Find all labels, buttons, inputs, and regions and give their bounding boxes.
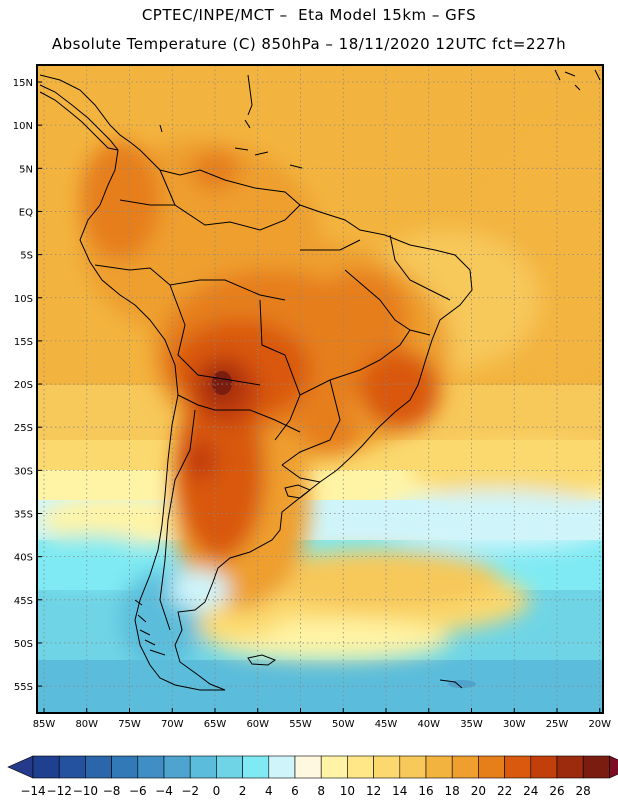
lon-tick-label: 85W (33, 719, 56, 730)
lon-tick-label: 50W (332, 719, 355, 730)
colorbar-swatch (530, 755, 558, 779)
lon-tick-label: 60W (246, 719, 269, 730)
colorbar-label: −6 (129, 784, 147, 798)
colorbar-label: −4 (155, 784, 173, 798)
lat-tick-label: 15S (14, 337, 33, 348)
lat-tick-label: 20S (14, 380, 33, 391)
lat-tick-label: 55S (14, 682, 33, 693)
colorbar-swatch (556, 755, 584, 779)
colorbar-label: 16 (418, 784, 433, 798)
colorbar-label: 28 (576, 784, 591, 798)
lon-tick-label: 40W (417, 719, 440, 730)
colorbar: −14 −12 −10 −8 −6 −4 −2 0 2 4 6 8 10 12 14 16 18 20 22 24 26… (7, 755, 618, 798)
lat-tick-label: 30S (14, 466, 33, 477)
colorbar-label: 20 (471, 784, 486, 798)
colorbar-swatch (320, 755, 348, 779)
colorbar-low-arrow (7, 755, 34, 779)
lon-tick-label: 65W (204, 719, 227, 730)
lon-tick-label: 35W (460, 719, 483, 730)
lat-tick-label: 10N (13, 121, 33, 132)
lon-tick-label: 55W (289, 719, 312, 730)
colorbar-label: 10 (340, 784, 355, 798)
graticule (37, 65, 603, 713)
lon-tick-label: 80W (75, 719, 98, 730)
colorbar-label: −12 (47, 784, 72, 798)
lat-tick-label: 15N (13, 78, 33, 89)
colorbar-swatch (85, 755, 112, 779)
colorbar-swatch (399, 755, 427, 779)
colorbar-swatch (189, 755, 217, 779)
colorbar-swatch (58, 755, 86, 779)
title-line-1: CPTEC/INPE/MCT – Eta Model 15km – GFS (141, 6, 477, 24)
lon-tick-label: 70W (161, 719, 184, 730)
colorbar-label: 2 (239, 784, 247, 798)
lat-tick-label: 35S (14, 510, 33, 521)
lon-tick-label: 75W (118, 719, 141, 730)
colorbar-swatch (294, 755, 322, 779)
lon-tick-label: 25W (546, 719, 569, 730)
lon-tick-label: 20W (588, 719, 611, 730)
hotspot-max (212, 371, 232, 395)
colorbar-swatch (32, 755, 60, 779)
colorbar-swatch (373, 755, 401, 779)
colorbar-swatch (582, 755, 610, 779)
colorbar-label: 18 (445, 784, 460, 798)
colorbar-label: −14 (20, 784, 45, 798)
map-frame (36, 64, 604, 714)
lat-tick-label: 10S (14, 294, 33, 305)
colorbar-label: 12 (366, 784, 381, 798)
colorbar-label: 0 (213, 784, 221, 798)
colorbar-swatch (347, 755, 374, 779)
latitude-labels: 15N 10N 5N EQ 5S 10S 15S 20S 25S 30S 35S 40S 45S 50S 5… (13, 78, 42, 693)
colorbar-swatch (163, 755, 191, 779)
colorbar-swatch (478, 755, 505, 779)
lat-tick-label: 45S (14, 596, 33, 607)
colorbar-label: 6 (291, 784, 299, 798)
lat-tick-label: EQ (19, 207, 33, 218)
colorbar-label: −2 (181, 784, 199, 798)
lat-tick-label: 5N (19, 164, 33, 175)
colorbar-label: 22 (497, 784, 512, 798)
colorbar-high-arrow (609, 755, 618, 779)
lon-tick-label: 30W (503, 719, 526, 730)
colorbar-label: 14 (392, 784, 407, 798)
colorbar-label: −10 (73, 784, 98, 798)
colorbar-swatch (451, 755, 479, 779)
colorbar-swatch (111, 755, 139, 779)
colorbar-swatch (242, 755, 270, 779)
lon-tick-label: 45W (375, 719, 398, 730)
lat-tick-label: 5S (20, 251, 33, 262)
title-line-2: Absolute Temperature (C) 850hPa – 18/11/… (51, 35, 567, 53)
colorbar-swatch (425, 755, 453, 779)
colorbar-swatch (137, 755, 165, 779)
colorbar-label: 26 (549, 784, 564, 798)
lat-tick-label: 40S (14, 553, 33, 564)
colorbar-swatch (268, 755, 296, 779)
coastlines (39, 69, 601, 691)
colorbar-label: 8 (317, 784, 325, 798)
lat-tick-label: 50S (14, 639, 33, 650)
colorbar-label: −8 (103, 784, 121, 798)
colorbar-label: 24 (523, 784, 538, 798)
lat-tick-label: 25S (14, 423, 33, 434)
colorbar-label: 4 (265, 784, 273, 798)
longitude-labels: 85W 80W 75W 70W 65W 60W 55W 50W 45W 40W 35W 30W 25W 2… (33, 708, 611, 730)
colorbar-swatch (216, 755, 243, 779)
colorbar-swatch (504, 755, 532, 779)
temperature-field (37, 65, 603, 713)
